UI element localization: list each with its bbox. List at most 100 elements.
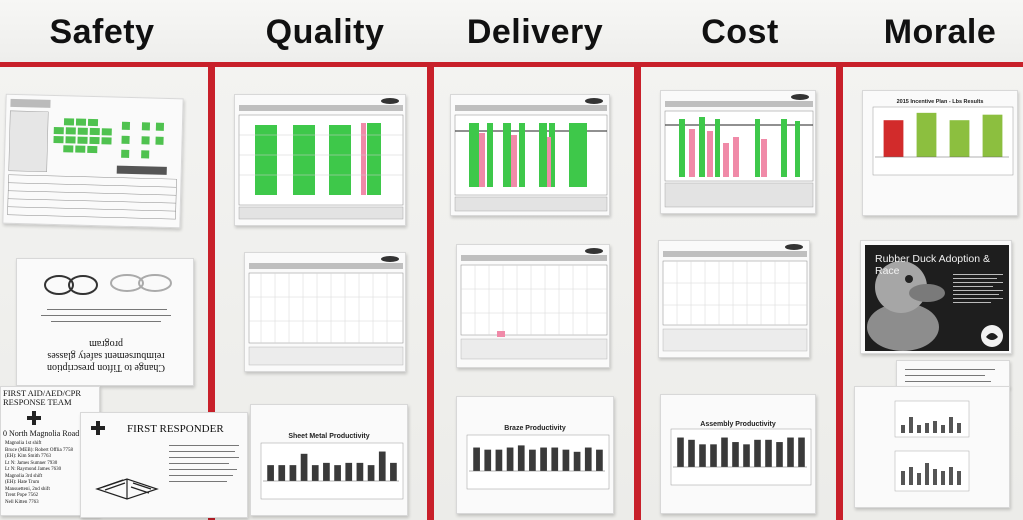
red-rail-2 — [427, 62, 434, 520]
chart-bar — [334, 465, 341, 481]
delivery-productivity-title: Braze Productivity — [504, 425, 566, 432]
chart-bar — [721, 437, 728, 467]
cost-top-chart — [660, 90, 816, 214]
eyewear-notice-text: Change to Tifton prescription reimbursem… — [25, 337, 187, 373]
quality-productivity-chart: Sheet Metal Productivity — [250, 404, 408, 516]
roster-line: Magnolia 1st shift — [5, 441, 42, 446]
responder-rule — [169, 469, 237, 470]
roster-line: (EH): Hate Trum — [5, 480, 40, 485]
quality-empty-grid — [248, 263, 404, 366]
chart-bar — [278, 465, 286, 481]
first-aid-address: 0 North Magnolia Road — [3, 429, 80, 438]
chart-bar — [473, 447, 480, 471]
cost-productivity-chart: Assembly Productivity — [660, 394, 816, 514]
company-logo — [381, 98, 399, 104]
morale-small-note — [896, 360, 1010, 388]
roster-line: Trent Pope 7562 — [5, 493, 39, 498]
category-cost: Cost — [701, 12, 779, 51]
duck-poster-text-block — [953, 271, 1003, 306]
chart-bar — [699, 444, 706, 467]
red-rail-1 — [208, 62, 215, 520]
responder-rule — [169, 451, 235, 452]
company-logo — [381, 256, 399, 262]
category-morale: Morale — [883, 12, 997, 51]
company-logo — [791, 94, 809, 100]
note-rule — [905, 369, 995, 370]
quality-top-chart — [234, 94, 406, 226]
roster-line: Mansuetteni, 2nd shift — [5, 486, 50, 492]
note-rule — [905, 381, 991, 382]
first-aid-roster: Magnolia 1st shift Bruce (MEB): Robert O… — [5, 441, 99, 506]
chart-bar — [551, 447, 559, 471]
first-aid-cross-icon — [27, 411, 41, 425]
chart-bar — [732, 442, 739, 467]
responder-rule — [169, 481, 227, 482]
chart-bar — [267, 465, 274, 481]
safety-calendar-sheet — [2, 93, 184, 229]
category-quality: Quality — [265, 12, 385, 51]
first-responder-title: FIRST RESPONDER — [127, 423, 224, 435]
responder-rule — [169, 463, 229, 464]
category-header-band — [0, 0, 1023, 62]
delivery-productivity-chart: Braze Productivity — [456, 396, 614, 514]
responder-rule — [169, 457, 239, 458]
responder-rule — [169, 445, 239, 446]
red-rail-horizontal — [0, 62, 1023, 67]
chart-bar — [949, 120, 970, 157]
chart-bar — [883, 120, 904, 157]
safety-eyewear-notice: Change to Tifton prescription reimbursem… — [16, 258, 194, 386]
quality-productivity-bars — [260, 442, 404, 500]
morale-mini-bar-charts — [894, 400, 970, 492]
company-logo — [585, 98, 603, 104]
chart-bar — [345, 462, 353, 481]
delivery-top-chart — [450, 94, 610, 216]
rubber-duck-icon — [867, 261, 945, 351]
category-safety: Safety — [49, 12, 155, 51]
chart-bar — [484, 449, 492, 471]
chart-bar — [765, 439, 772, 467]
chart-bar — [540, 447, 547, 471]
open-book-icon — [95, 478, 159, 500]
chart-bar — [688, 439, 695, 467]
chart-bar — [982, 114, 1003, 157]
quality-productivity-title: Sheet Metal Productivity — [288, 433, 370, 440]
delivery-productivity-bars — [466, 434, 610, 490]
chart-bar — [300, 453, 308, 481]
company-logo — [785, 244, 803, 250]
red-rail-3 — [634, 62, 641, 520]
chart-bar — [787, 437, 794, 467]
glasses-illustration — [44, 274, 172, 295]
morale-small-charts — [854, 386, 1010, 508]
morale-incentive-chart: 2015 Incentive Plan - Lbs Results — [862, 90, 1018, 216]
charity-logo-icon — [981, 325, 1003, 347]
delivery-trend-bars — [454, 105, 608, 212]
notice-rule — [47, 309, 167, 310]
roster-line: Bruce (MEB): Robert Offlia 7758 — [5, 447, 73, 453]
chart-bar — [743, 444, 750, 467]
first-responder-sheet: FIRST RESPONDER — [80, 412, 248, 518]
delivery-middle-chart — [456, 244, 610, 368]
eyewear-line-3: program — [89, 338, 123, 349]
chart-bar — [776, 442, 783, 467]
chart-bar — [378, 451, 386, 481]
cost-productivity-title: Assembly Productivity — [700, 421, 776, 428]
chart-bar — [529, 449, 536, 471]
company-logo — [585, 248, 603, 254]
delivery-empty-grid — [460, 255, 608, 360]
eyewear-line-1: Change to Tifton prescription — [46, 362, 166, 373]
chart-bar — [356, 462, 364, 481]
chart-bar — [495, 449, 503, 471]
incentive-chart-title: 2015 Incentive Plan - Lbs Results — [896, 99, 984, 105]
chart-bar — [596, 449, 603, 471]
responder-rule — [169, 475, 233, 476]
chart-bar — [754, 439, 761, 467]
chart-bar — [584, 447, 592, 471]
chart-bar — [573, 451, 581, 471]
duck-race-poster: Rubber Duck Adoption & Race — [860, 240, 1012, 354]
red-rail-4 — [836, 62, 843, 520]
first-responder-cross-icon — [91, 421, 105, 435]
chart-bar — [367, 465, 375, 481]
incentive-bars — [872, 106, 1014, 176]
chart-bar — [390, 462, 397, 481]
